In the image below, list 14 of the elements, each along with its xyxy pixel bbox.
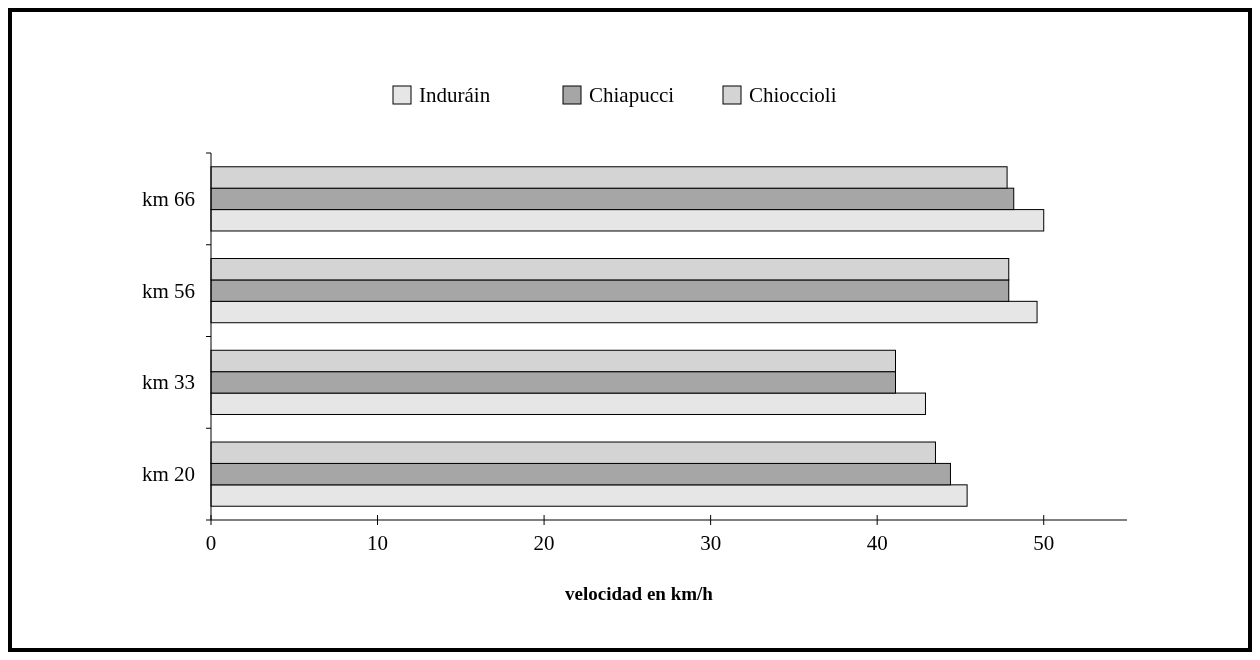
x-tick-label: 50 xyxy=(1033,531,1055,555)
x-tick-label: 0 xyxy=(205,531,217,555)
x-tick-label: 20 xyxy=(533,531,555,555)
legend-label: Induráin xyxy=(419,83,491,107)
y-tick-label: km 33 xyxy=(141,370,195,395)
y-tick-label: km 56 xyxy=(141,278,195,303)
x-tick-label: 40 xyxy=(866,531,888,555)
x-axis-title: velocidad en km/h xyxy=(565,583,714,604)
x-tick-label: 30 xyxy=(700,531,722,555)
legend-label: Chioccioli xyxy=(749,83,837,107)
legend-label: Chiapucci xyxy=(589,83,675,107)
y-tick-label: km 20 xyxy=(141,462,195,487)
y-tick-label: km 66 xyxy=(141,186,195,211)
x-tick-label: 10 xyxy=(367,531,389,555)
